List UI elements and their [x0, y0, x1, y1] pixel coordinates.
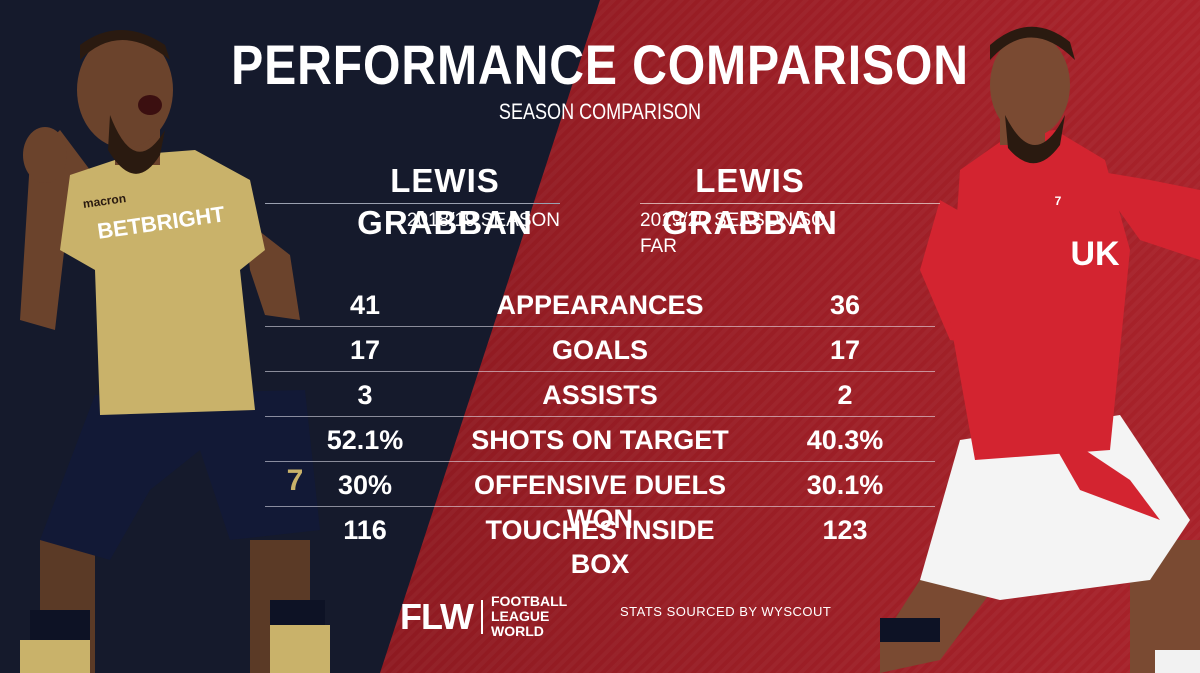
right-stat-value: 17 [829, 335, 861, 365]
left-player-name: LEWIS GRABBAN [357, 162, 533, 241]
page-title: PERFORMANCE COMPARISON [231, 33, 969, 96]
left-player-image: BETBRIGHT macron 7 [20, 30, 330, 673]
right-stat-value: 40.3% [806, 425, 884, 455]
stat-row: 17 GOALS 17 [265, 327, 935, 372]
page-subtitle: SEASON COMPARISON [498, 99, 702, 124]
stat-label: TOUCHES INSIDE BOX [485, 515, 715, 579]
flw-logo: FLW FOOTBALL LEAGUE WORLD [400, 594, 586, 639]
logo-separator [480, 599, 483, 634]
stats-table: 41 APPEARANCES 36 17 GOALS 17 3 ASSISTS … [265, 282, 935, 579]
stat-row: 116 TOUCHES INSIDE BOX 123 [265, 507, 935, 579]
right-player-image: UK 7 [880, 26, 1200, 673]
left-stat-value: 41 [349, 290, 381, 320]
left-shirt-brand: macron [82, 191, 127, 211]
stat-row: 3 ASSISTS 2 [265, 372, 935, 417]
stat-row: 30% OFFENSIVE DUELS WON 30.1% [265, 462, 935, 534]
left-stat-value: 3 [357, 380, 373, 410]
right-stat-value: 36 [829, 290, 861, 320]
left-name-divider [265, 203, 560, 204]
left-stat-value: 30% [337, 470, 393, 500]
stat-row: 41 APPEARANCES 36 [265, 282, 935, 327]
stats-source: STATS SOURCED BY WYSCOUT [620, 604, 832, 619]
right-player-name: LEWIS GRABBAN [662, 162, 838, 241]
flw-logo-text: FOOTBALL LEAGUE WORLD [491, 594, 586, 639]
flw-logo-mark: FLW [400, 595, 474, 637]
left-stat-value: 17 [349, 335, 381, 365]
right-stat-value: 30.1% [806, 470, 884, 500]
stat-row: 52.1% SHOTS ON TARGET 40.3% [265, 417, 935, 462]
logo-text-line-2: LEAGUE WORLD [490, 608, 550, 639]
stat-label: GOALS [551, 335, 648, 365]
left-stat-value: 116 [343, 515, 387, 545]
stat-label: APPEARANCES [496, 290, 704, 320]
left-shorts-number: 7 [287, 464, 304, 497]
stat-label: OFFENSIVE DUELS WON [473, 470, 727, 534]
right-shirt-number: 7 [1055, 194, 1062, 208]
logo-text-line-1: FOOTBALL [490, 593, 568, 609]
right-shirt-sponsor: UK [1070, 235, 1120, 273]
stat-label: SHOTS ON TARGET [471, 425, 729, 455]
right-name-divider [640, 203, 940, 204]
left-stat-value: 52.1% [326, 425, 404, 455]
right-stat-value: 123 [822, 515, 868, 545]
right-player-season: 2019/20 SEASON SO FAR [640, 210, 826, 257]
right-stat-value: 2 [837, 380, 853, 410]
left-player-season: 2018/19 SEASON [406, 210, 560, 231]
stat-label: ASSISTS [542, 380, 658, 410]
